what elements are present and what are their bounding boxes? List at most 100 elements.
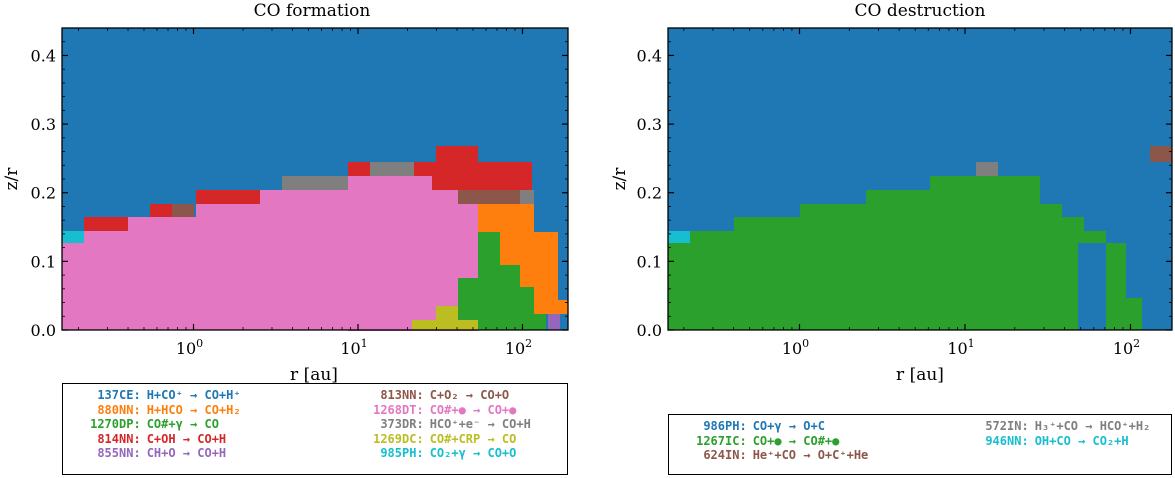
legend-entry-reaction: CO+● → CO#+● bbox=[752, 433, 840, 448]
co-destruction-ytick-label: 0.2 bbox=[637, 184, 662, 203]
legend-entry-count: 985 bbox=[380, 446, 402, 461]
co-formation-cell-blue-33 bbox=[562, 314, 568, 330]
legend-entry-type: NN: bbox=[402, 388, 424, 402]
co-destruction-cell-green-11 bbox=[1126, 298, 1142, 330]
legend-entry-type: IN: bbox=[725, 448, 747, 463]
legend-entry-reaction: H₃⁺+CO → HCO⁺+H₂ bbox=[1034, 419, 1151, 433]
co-destruction-cell-green-9 bbox=[1106, 243, 1126, 268]
legend-entry-reaction: C+OH → CO+H bbox=[146, 431, 227, 446]
legend-entry-count: 373 bbox=[380, 417, 402, 432]
co-destruction-cell-green-3 bbox=[734, 217, 1084, 231]
co-destruction-legend-entry: 946 NN: OH+CO → CO₂+H bbox=[971, 434, 1150, 449]
co-formation-legend-entry: 1269 DC: CO#+CRP → CO bbox=[366, 432, 531, 447]
legend-entry-count: 813 bbox=[380, 388, 402, 402]
legend-entry-reaction: C+O₂ → CO+O bbox=[429, 388, 510, 402]
co-destruction-legend-entry: 572 IN: H₃⁺+CO → HCO⁺+H₂ bbox=[971, 419, 1150, 434]
co-formation-legend-entry: 1268 DT: CO#+● → CO+● bbox=[366, 403, 531, 418]
co-formation-cell-gray-15 bbox=[370, 162, 414, 176]
legend-entry-type: DP: bbox=[119, 417, 141, 432]
co-formation-xtick-label: 102 bbox=[505, 337, 532, 358]
co-formation-ytick-label: 0.2 bbox=[31, 184, 56, 203]
legend-entry-type: PH: bbox=[725, 419, 747, 433]
co-destruction-xtick-label: 101 bbox=[947, 337, 974, 358]
co-formation-cell-red-16 bbox=[414, 162, 436, 176]
legend-entry-type: DT: bbox=[402, 402, 424, 417]
co-formation-cell-olive-30 bbox=[436, 306, 458, 320]
legend-entry-type: NN: bbox=[119, 431, 141, 446]
legend-entry-type: DR: bbox=[402, 417, 424, 432]
co-formation-cell-pink-2 bbox=[84, 231, 384, 243]
co-formation-legend-entry: 813 NN: C+O₂ → CO+O bbox=[366, 388, 531, 403]
legend-entry-type: IN: bbox=[1007, 419, 1029, 433]
co-formation-cell-purple-31 bbox=[548, 314, 560, 330]
co-destruction-xtick-label: 100 bbox=[782, 337, 809, 358]
co-formation-title: CO formation bbox=[254, 1, 371, 21]
co-formation-cell-orange-21 bbox=[478, 204, 534, 232]
co-destruction-legend-column-2: 572 IN: H₃⁺+CO → HCO⁺+H₂ 946 NN: OH+CO → CO₂+… bbox=[971, 419, 1150, 448]
legend-entry-type: NN: bbox=[119, 446, 141, 461]
co-formation-legend-entry: 855 NN: CH+O → CO+H bbox=[83, 446, 241, 461]
co-destruction-ytick-label: 0.4 bbox=[637, 46, 662, 65]
co-formation-cell-pink-3 bbox=[128, 217, 348, 231]
co-destruction-legend-entry: 624 IN: He⁺+CO → O+C⁺+He bbox=[689, 448, 868, 463]
co-formation-cell-red-14 bbox=[348, 162, 370, 176]
legend-entry-reaction: CO₂+γ → CO+O bbox=[429, 446, 517, 461]
co-formation-cell-red-10 bbox=[150, 204, 172, 217]
co-formation-cell-olive-29 bbox=[412, 320, 478, 330]
legend-entry-type: NN: bbox=[119, 402, 141, 417]
legend-entry-reaction: HCO⁺+e⁻ → CO+H bbox=[429, 417, 531, 432]
legend-entry-count: 572 bbox=[985, 419, 1007, 433]
co-formation-ytick-label: 0.3 bbox=[31, 115, 56, 134]
co-formation-panel: CO formation 0.0 0.1 0.2 0.3 0.4 100 101 102 r … bbox=[2, 1, 569, 385]
co-destruction-ytick-label: 0.1 bbox=[637, 252, 662, 271]
co-formation-cell-green-26 bbox=[500, 265, 520, 330]
legend-entry-reaction: CO+γ → O+C bbox=[752, 419, 825, 433]
co-formation-ylabel: z/r bbox=[2, 167, 22, 191]
legend-entry-count: 1270 bbox=[90, 417, 119, 432]
co-destruction-cell-green-12 bbox=[1106, 290, 1126, 330]
co-destruction-heatmap bbox=[668, 28, 1172, 330]
legend-entry-type: PH: bbox=[402, 446, 424, 461]
co-formation-heatmap bbox=[62, 28, 568, 331]
co-formation-legend-entry: 880 NN: H+HCO → CO+H₂ bbox=[83, 402, 240, 418]
co-formation-cell-orange-23 bbox=[534, 300, 562, 314]
co-destruction-legend-column-1: 986 PH: CO+γ → O+C 1267 IC: CO+● → CO#+● 624 IN… bbox=[689, 419, 868, 463]
co-destruction-cell-green-5 bbox=[866, 190, 1040, 204]
legend-entry-count: 855 bbox=[97, 446, 119, 461]
legend-entry-reaction: CO#+CRP → CO bbox=[429, 431, 517, 446]
co-formation-cell-orange-32 bbox=[558, 300, 568, 314]
legend-entry-type: IC: bbox=[725, 433, 747, 448]
co-formation-xtick-label: 101 bbox=[340, 337, 367, 358]
co-destruction-ytick-label: 0.0 bbox=[637, 321, 662, 340]
co-destruction-legend-entry: 1267 IC: CO+● → CO#+● bbox=[689, 434, 868, 449]
co-destruction-cell-green-4 bbox=[800, 204, 1062, 217]
legend-entry-count: 880 bbox=[97, 402, 119, 417]
co-formation-cell-gray-20 bbox=[520, 190, 534, 204]
co-formation-ytick-label: 0.0 bbox=[31, 321, 56, 340]
co-destruction-ylabel: z/r bbox=[610, 167, 630, 191]
co-formation-cell-pink-4 bbox=[196, 204, 348, 217]
co-formation-legend-entry: 814 NN: C+OH → CO+H bbox=[83, 432, 241, 447]
legend-entry-count: 1268 bbox=[373, 402, 402, 417]
co-destruction-cell-gray-8 bbox=[976, 162, 998, 176]
legend-entry-count: 1267 bbox=[696, 433, 725, 448]
co-destruction-cell-brown-13 bbox=[1150, 146, 1172, 162]
legend-entry-reaction: CO#+● → CO+● bbox=[429, 402, 517, 417]
co-formation-cell-gray-13 bbox=[282, 176, 348, 190]
co-formation-ytick-label: 0.4 bbox=[31, 46, 56, 65]
legend-entry-type: NN: bbox=[1007, 433, 1029, 448]
co-formation-cell-pink-7 bbox=[348, 176, 478, 331]
co-formation-ytick-label: 0.1 bbox=[31, 252, 56, 271]
co-formation-cell-red-18 bbox=[432, 162, 532, 190]
legend-entry-reaction: OH+CO → CO₂+H bbox=[1034, 433, 1129, 448]
co-destruction-title: CO destruction bbox=[855, 1, 986, 21]
legend-entry-reaction: H+CO⁺ → CO+H⁺ bbox=[146, 388, 241, 402]
legend-entry-type: DC: bbox=[402, 431, 424, 446]
legend-entry-count: 986 bbox=[703, 419, 725, 433]
legend-entry-count: 814 bbox=[97, 431, 119, 446]
legend-entry-reaction: He⁺+CO → O+C⁺+He bbox=[752, 448, 869, 463]
co-formation-legend-column-2: 813 NN: C+O₂ → CO+O 1268 DT: CO#+● → CO+● 373 D… bbox=[366, 388, 531, 461]
co-formation-xlabel: r [au] bbox=[290, 365, 338, 385]
co-destruction-xtick-label: 102 bbox=[1113, 337, 1140, 358]
